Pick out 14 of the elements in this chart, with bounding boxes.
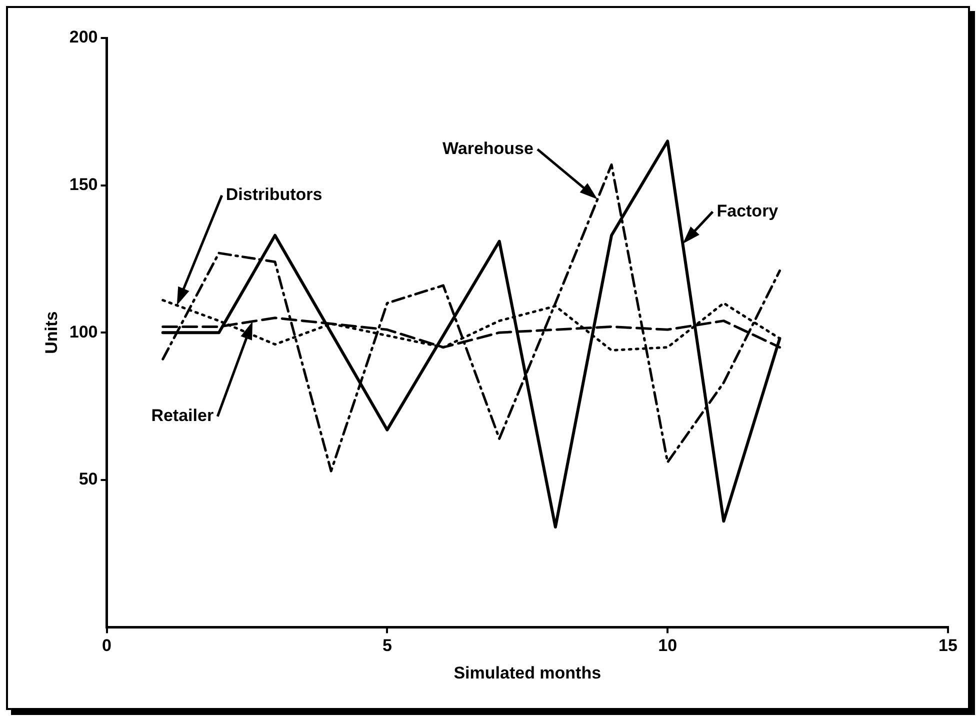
text: Warehouse (442, 138, 534, 158)
x-tick-label: 15 (938, 636, 958, 656)
x-axis-title: Simulated months (454, 663, 602, 682)
text: Distributors (226, 185, 322, 204)
y-tick-label: 150 (69, 174, 98, 194)
y-tick-label: 100 (69, 322, 98, 342)
y-tick-label: 50 (78, 470, 98, 489)
y-axis-title: Units (42, 311, 61, 354)
text: Retailer (151, 406, 214, 426)
x-tick-label: 5 (382, 636, 392, 656)
x-tick-label: 10 (658, 636, 678, 656)
y-tick-label: 200 (69, 28, 98, 47)
text: Factory (716, 201, 779, 220)
x-tick-label: 0 (102, 636, 112, 656)
